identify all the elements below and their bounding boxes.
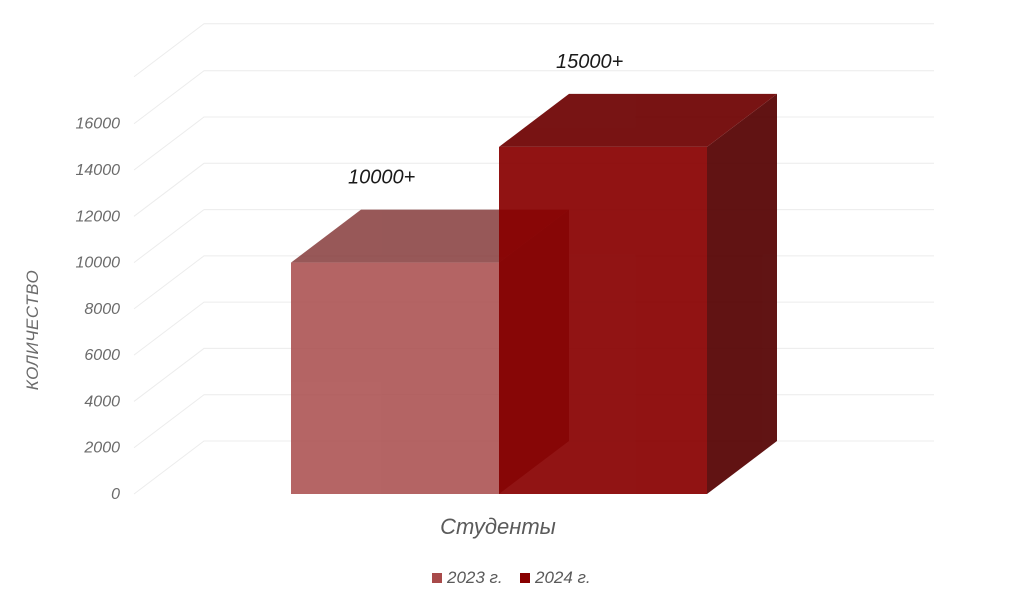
bar-top (499, 93, 777, 147)
grid-line (133, 23, 934, 78)
bar-side (707, 93, 777, 494)
bar-2 (499, 93, 777, 494)
legend-item: 2024 г. (520, 568, 591, 587)
legend-swatch (432, 573, 442, 583)
y-axis-label: КОЛИЧЕСТВО (23, 270, 42, 390)
y-tick-label: 0 (111, 486, 120, 503)
y-tick-label: 16000 (76, 116, 121, 133)
bars (291, 93, 777, 494)
grid-lines (133, 23, 934, 495)
legend-label: 2024 г. (534, 568, 591, 587)
legend-item: 2023 г. (432, 568, 503, 587)
data-labels: 10000+ 15000+ (348, 51, 623, 189)
legend-label: 2023 г. (446, 568, 503, 587)
category-label: Студенты (440, 514, 556, 539)
y-tick-label: 8000 (84, 301, 120, 318)
y-tick-label: 10000 (76, 255, 121, 272)
data-label: 15000+ (556, 51, 623, 73)
y-tick-label: 12000 (76, 208, 121, 225)
legend: 2023 г. 2024 г. (432, 568, 591, 587)
grid-line (133, 70, 934, 125)
y-tick-label: 14000 (76, 162, 121, 179)
y-tick-label: 4000 (84, 393, 120, 410)
data-label: 10000+ (348, 167, 415, 189)
y-tick-label: 6000 (84, 347, 120, 364)
bar-front (499, 146, 707, 494)
y-axis-ticks: 0 2000 4000 6000 8000 10000 12000 14000 16000 (76, 116, 121, 503)
y-tick-label: 2000 (83, 440, 120, 457)
legend-swatch (520, 573, 530, 583)
bar-front (291, 262, 499, 494)
